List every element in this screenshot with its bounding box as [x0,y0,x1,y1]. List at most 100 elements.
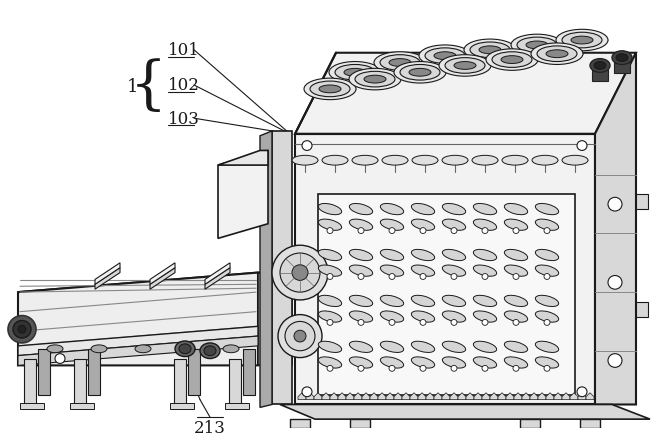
Polygon shape [306,393,314,400]
Ellipse shape [350,357,373,368]
Ellipse shape [445,59,485,74]
Ellipse shape [532,156,558,166]
Ellipse shape [381,311,404,322]
Ellipse shape [473,342,496,353]
Ellipse shape [381,219,404,231]
Polygon shape [458,393,466,400]
Ellipse shape [302,387,312,397]
Polygon shape [595,53,636,405]
Ellipse shape [400,65,440,81]
Ellipse shape [504,357,528,368]
Ellipse shape [327,274,333,280]
Ellipse shape [420,274,426,280]
Polygon shape [362,393,370,400]
Ellipse shape [411,357,435,368]
Ellipse shape [504,219,528,231]
Ellipse shape [411,265,435,277]
Ellipse shape [350,296,373,307]
Polygon shape [426,393,434,400]
Ellipse shape [358,366,364,371]
Polygon shape [18,327,258,356]
Ellipse shape [451,320,457,325]
Ellipse shape [544,228,550,234]
Ellipse shape [350,265,373,277]
Polygon shape [150,263,175,285]
Polygon shape [88,349,100,395]
Polygon shape [520,419,540,428]
Ellipse shape [419,46,471,67]
Ellipse shape [442,156,468,166]
Polygon shape [522,393,530,400]
Ellipse shape [350,250,373,261]
Ellipse shape [482,320,488,325]
Ellipse shape [442,204,465,215]
Ellipse shape [544,320,550,325]
Ellipse shape [411,296,435,307]
Ellipse shape [318,296,342,307]
Polygon shape [38,349,50,395]
Polygon shape [418,393,426,400]
Polygon shape [225,403,249,410]
Ellipse shape [420,228,426,234]
Polygon shape [578,393,586,400]
Ellipse shape [479,47,501,55]
Ellipse shape [536,250,559,261]
Polygon shape [70,403,94,410]
Ellipse shape [504,296,528,307]
Ellipse shape [344,69,366,77]
Polygon shape [318,195,575,395]
Polygon shape [18,273,258,366]
Ellipse shape [451,274,457,280]
Ellipse shape [278,315,322,358]
Polygon shape [636,195,648,210]
Polygon shape [346,393,354,400]
Polygon shape [295,53,636,134]
Polygon shape [314,393,322,400]
Polygon shape [218,151,268,239]
Ellipse shape [411,219,435,231]
Polygon shape [258,273,292,366]
Ellipse shape [349,69,401,91]
Ellipse shape [302,141,312,151]
Ellipse shape [504,265,528,277]
Polygon shape [188,349,200,395]
Polygon shape [546,393,554,400]
Polygon shape [95,263,120,285]
Polygon shape [450,393,458,400]
Ellipse shape [608,354,622,367]
Polygon shape [514,393,522,400]
Polygon shape [482,393,490,400]
Ellipse shape [200,343,220,359]
Ellipse shape [409,69,431,77]
Ellipse shape [318,311,342,322]
Polygon shape [290,419,310,428]
Polygon shape [466,393,474,400]
Bar [614,62,630,74]
Text: 103: 103 [168,110,200,127]
Ellipse shape [571,37,593,45]
Ellipse shape [608,276,622,290]
Polygon shape [636,302,648,317]
Polygon shape [174,359,186,405]
Ellipse shape [464,40,516,61]
Ellipse shape [292,156,318,166]
Ellipse shape [335,65,375,81]
Ellipse shape [389,60,411,67]
Ellipse shape [380,56,420,71]
Polygon shape [150,268,175,290]
Ellipse shape [504,250,528,261]
Ellipse shape [536,311,559,322]
Ellipse shape [204,346,216,356]
Polygon shape [74,359,86,405]
Polygon shape [322,393,330,400]
Ellipse shape [350,342,373,353]
Ellipse shape [501,57,523,64]
Polygon shape [410,393,418,400]
Polygon shape [442,393,450,400]
Ellipse shape [544,366,550,371]
Polygon shape [554,393,562,400]
Ellipse shape [411,342,435,353]
Ellipse shape [13,321,31,338]
Ellipse shape [473,265,496,277]
Ellipse shape [420,366,426,371]
